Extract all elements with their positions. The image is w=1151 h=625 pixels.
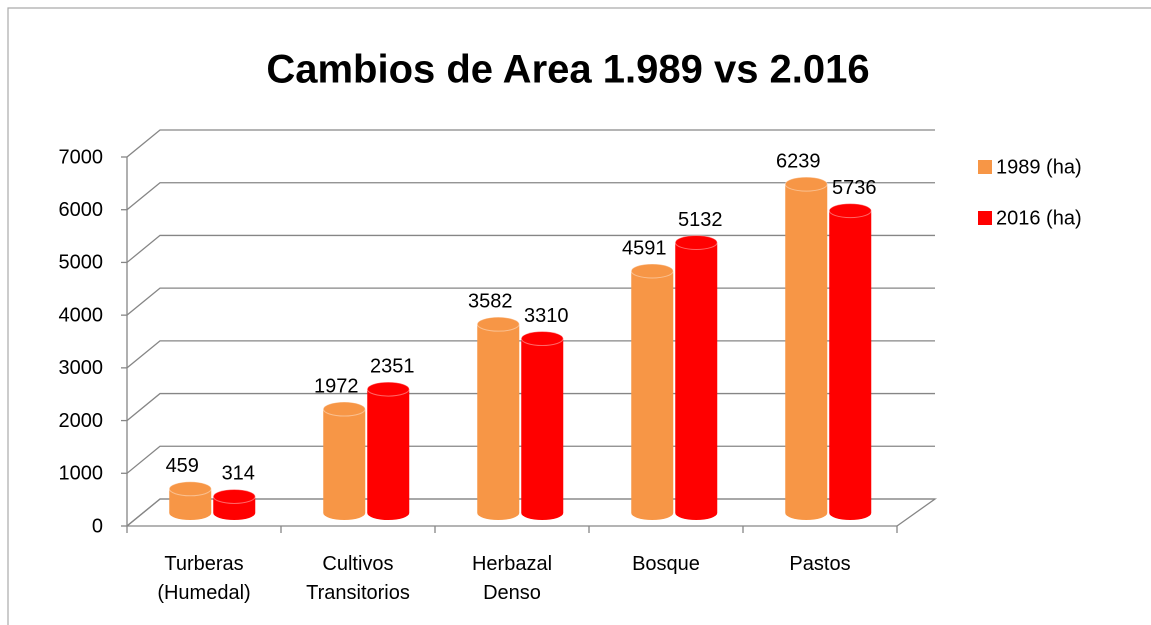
legend-swatch [978,211,992,225]
bar [630,263,674,521]
data-label: 5132 [678,209,723,231]
data-label: 459 [166,455,199,477]
bar [520,331,564,521]
x-tick-label: Bosque [632,553,700,575]
legend-label: 1989 (ha) [996,156,1082,178]
bar [784,176,828,521]
y-tick-label: 2000 [59,410,104,432]
bar [674,234,718,521]
y-tick-label: 0 [92,515,103,537]
grid-line [126,182,935,211]
y-tick-label: 3000 [59,357,104,379]
legend-swatch [978,160,992,174]
bar [212,488,256,521]
y-tick-label: 6000 [59,199,104,221]
chart-title: Cambios de Area 1.989 vs 2.016 [266,48,869,92]
legend-label: 2016 (ha) [996,207,1082,229]
grid-line [126,129,935,158]
bar [366,381,410,521]
data-label: 1972 [314,375,359,397]
chart-border [7,7,1151,625]
y-tick-label: 4000 [59,304,104,326]
data-label: 3310 [524,305,569,327]
grid-line [126,234,935,263]
data-label: 314 [222,463,255,485]
bar [322,401,366,520]
x-tick-label: Cultivos Transitorios [306,553,410,604]
bar [168,481,212,521]
bar [828,203,872,521]
bar [476,316,520,521]
data-label: 6239 [776,150,821,172]
x-tick-label: Turberas (Humedal) [157,553,250,604]
y-tick-label: 5000 [59,252,104,274]
data-label: 2351 [370,355,415,377]
y-tick-label: 7000 [59,146,104,168]
x-tick-label: Herbazal Denso [472,553,552,604]
y-tick-label: 1000 [59,463,104,485]
data-label: 4591 [622,237,667,259]
data-label: 3582 [468,290,513,312]
data-label: 5736 [832,177,877,199]
x-tick-label: Pastos [789,553,850,575]
